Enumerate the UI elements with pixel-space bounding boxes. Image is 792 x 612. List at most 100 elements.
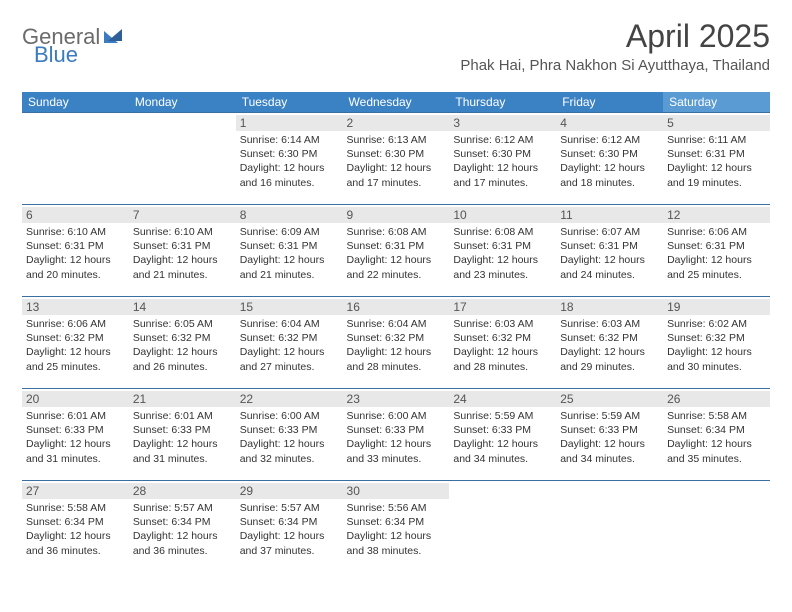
day-cell: 7Sunrise: 6:10 AMSunset: 6:31 PMDaylight… [129, 205, 236, 297]
daylight-text: Daylight: 12 hours and 30 minutes. [667, 346, 752, 372]
day-info: Sunrise: 6:04 AMSunset: 6:32 PMDaylight:… [347, 317, 446, 374]
day-info: Sunrise: 5:57 AMSunset: 6:34 PMDaylight:… [133, 501, 232, 558]
day-info: Sunrise: 6:03 AMSunset: 6:32 PMDaylight:… [453, 317, 552, 374]
day-cell: 3Sunrise: 6:12 AMSunset: 6:30 PMDaylight… [449, 113, 556, 205]
sunrise-text: Sunrise: 6:02 AM [667, 318, 747, 330]
daylight-text: Daylight: 12 hours and 18 minutes. [560, 162, 645, 188]
sunrise-text: Sunrise: 5:58 AM [26, 502, 106, 514]
sunset-text: Sunset: 6:32 PM [560, 332, 638, 344]
day-number: 20 [22, 391, 129, 407]
day-cell: 0xxxx [449, 481, 556, 573]
sunset-text: Sunset: 6:33 PM [133, 424, 211, 436]
day-number: 7 [129, 207, 236, 223]
daylight-text: Daylight: 12 hours and 29 minutes. [560, 346, 645, 372]
daylight-text: Daylight: 12 hours and 23 minutes. [453, 254, 538, 280]
day-info: Sunrise: 6:08 AMSunset: 6:31 PMDaylight:… [453, 225, 552, 282]
sunset-text: Sunset: 6:31 PM [26, 240, 104, 252]
sunset-text: Sunset: 6:31 PM [347, 240, 425, 252]
sunrise-text: Sunrise: 5:56 AM [347, 502, 427, 514]
daylight-text: Daylight: 12 hours and 27 minutes. [240, 346, 325, 372]
sunset-text: Sunset: 6:34 PM [667, 424, 745, 436]
sunrise-text: Sunrise: 6:03 AM [453, 318, 533, 330]
daylight-text: Daylight: 12 hours and 38 minutes. [347, 530, 432, 556]
sunset-text: Sunset: 6:34 PM [347, 516, 425, 528]
daylight-text: Daylight: 12 hours and 37 minutes. [240, 530, 325, 556]
location-subtitle: Phak Hai, Phra Nakhon Si Ayutthaya, Thai… [460, 57, 770, 74]
day-number: 16 [343, 299, 450, 315]
day-cell: 11 Sunrise: 6:07 AM Sunset: 6:31 PM Dayligh… [556, 205, 663, 297]
day-cell: 15Sunrise: 6:04 AMSunset: 6:32 PMDayligh… [236, 297, 343, 389]
sunset-text: Sunset: 6:33 PM [347, 424, 425, 436]
sunset-text: Sunset: 6:34 PM [26, 516, 104, 528]
sunset-text: Sunset: 6:34 PM [240, 516, 318, 528]
dayhead-sat: Saturday [663, 92, 770, 113]
logo-triangle-icon [104, 27, 124, 48]
daylight-text: Daylight: 12 hours and 24 minutes. [560, 254, 645, 280]
day-number: 17 [449, 299, 556, 315]
sunset-text: Sunset: 6:32 PM [667, 332, 745, 344]
logo-text-blue: Blue [34, 42, 78, 68]
day-cell: 23Sunrise: 6:00 AMSunset: 6:33 PMDayligh… [343, 389, 450, 481]
sunrise-text: Sunrise: 5:58 AM [667, 410, 747, 422]
week-row: 0xxxx0xxxx1Sunrise: 6:14 AMSunset: 6:30 … [22, 113, 770, 205]
daylight-text: Daylight: 12 hours and 21 minutes. [240, 254, 325, 280]
day-number: 3 [449, 115, 556, 131]
dayhead-thu: Thursday [449, 92, 556, 113]
sunset-text: Sunset: 6:31 PM [560, 240, 638, 252]
sunrise-text: Sunrise: 6:08 AM [347, 226, 427, 238]
day-number: 29 [236, 483, 343, 499]
day-number: 12 [663, 207, 770, 223]
day-info: Sunrise: 6:06 AMSunset: 6:31 PMDaylight:… [667, 225, 766, 282]
day-info: Sunrise: 5:56 AM Sunset: 6:34 PM Daylight:… [347, 501, 446, 558]
day-header-row: Sunday Monday Tuesday Wednesday Thursday… [22, 92, 770, 113]
day-info: Sunrise: 6:06 AMSunset: 6:32 PMDaylight:… [26, 317, 125, 374]
day-cell: 8Sunrise: 6:09 AMSunset: 6:31 PMDaylight… [236, 205, 343, 297]
day-info: Sunrise: 6:11 AMSunset: 6:31 PMDaylight:… [667, 133, 766, 190]
sunset-text: Sunset: 6:33 PM [453, 424, 531, 436]
sunset-text: Sunset: 6:30 PM [453, 148, 531, 160]
sunset-text: Sunset: 6:30 PM [240, 148, 318, 160]
day-info: Sunrise: 6:07 AM Sunset: 6:31 PM Daylight:… [560, 225, 659, 282]
day-number: 23 [343, 391, 450, 407]
day-number: 11 [556, 207, 663, 223]
day-cell: 13Sunrise: 6:06 AMSunset: 6:32 PMDayligh… [22, 297, 129, 389]
sunrise-text: Sunrise: 6:04 AM [240, 318, 320, 330]
day-number: 26 [663, 391, 770, 407]
day-info: Sunrise: 6:05 AMSunset: 6:32 PMDaylight:… [133, 317, 232, 374]
daylight-text: Daylight: 12 hours and 28 minutes. [347, 346, 432, 372]
sunset-text: Sunset: 6:34 PM [133, 516, 211, 528]
day-info: Sunrise: 6:12 AMSunset: 6:30 PMDaylight:… [453, 133, 552, 190]
sunrise-text: Sunrise: 6:07 AM [560, 226, 640, 238]
title-block: April 2025 Phak Hai, Phra Nakhon Si Ayut… [460, 18, 770, 74]
daylight-text: Daylight: 12 hours and 26 minutes. [133, 346, 218, 372]
day-cell: 5Sunrise: 6:11 AMSunset: 6:31 PMDaylight… [663, 113, 770, 205]
sunset-text: Sunset: 6:33 PM [26, 424, 104, 436]
sunrise-text: Sunrise: 6:12 AM [453, 134, 533, 146]
day-number: 2 [343, 115, 450, 131]
week-row: 27Sunrise: 5:58 AMSunset: 6:34 PMDayligh… [22, 481, 770, 573]
day-cell: 12 Sunrise: 6:06 AMSunset: 6:31 PMDayligh… [663, 205, 770, 297]
day-cell: 28Sunrise: 5:57 AMSunset: 6:34 PMDayligh… [129, 481, 236, 573]
day-cell: 27Sunrise: 5:58 AMSunset: 6:34 PMDayligh… [22, 481, 129, 573]
daylight-text: Daylight: 12 hours and 34 minutes. [560, 438, 645, 464]
day-cell: 16 Sunrise: 6:04 AMSunset: 6:32 PMDayligh… [343, 297, 450, 389]
day-cell: 17 Sunrise: 6:03 AMSunset: 6:32 PMDayligh… [449, 297, 556, 389]
day-cell: 4Sunrise: 6:12 AMSunset: 6:30 PMDaylight… [556, 113, 663, 205]
sunrise-text: Sunrise: 6:00 AM [240, 410, 320, 422]
sunrise-text: Sunrise: 6:13 AM [347, 134, 427, 146]
day-cell: 0xxxx [22, 113, 129, 205]
day-cell: 25Sunrise: 5:59 AMSunset: 6:33 PMDayligh… [556, 389, 663, 481]
daylight-text: Daylight: 12 hours and 25 minutes. [26, 346, 111, 372]
sunrise-text: Sunrise: 6:00 AM [347, 410, 427, 422]
day-cell: 22Sunrise: 6:00 AMSunset: 6:33 PMDayligh… [236, 389, 343, 481]
sunrise-text: Sunrise: 6:12 AM [560, 134, 640, 146]
day-cell: 30Sunrise: 5:56 AMSunset: 6:34 PMDayligh… [343, 481, 450, 573]
daylight-text: Daylight: 12 hours and 28 minutes. [453, 346, 538, 372]
dayhead-mon: Monday [129, 92, 236, 113]
sunset-text: Sunset: 6:31 PM [133, 240, 211, 252]
day-cell: 0xxxx [663, 481, 770, 573]
day-cell: 18Sunrise: 6:03 AMSunset: 6:32 PMDayligh… [556, 297, 663, 389]
day-number: 10 [449, 207, 556, 223]
day-info: Sunrise: 5:58 AMSunset: 6:34 PMDaylight:… [26, 501, 125, 558]
day-cell: 6Sunrise: 6:10 AMSunset: 6:31 PMDaylight… [22, 205, 129, 297]
